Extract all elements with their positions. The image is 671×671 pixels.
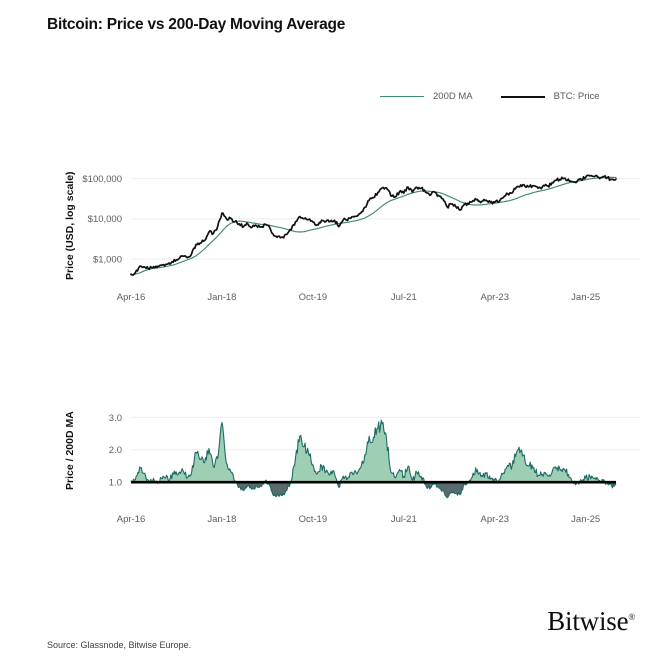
price-x-tick-label: Apr-23 bbox=[480, 292, 509, 303]
legend-label-200d-ma: 200D MA bbox=[433, 91, 473, 102]
price-panel-svg: $1,000 $10,000 $100,000 Apr-16 Jan-18 Oct-19 J… bbox=[82, 174, 640, 303]
brand-name: Bitwise bbox=[547, 606, 629, 636]
legend-label-btc-price: BTC: Price bbox=[553, 91, 600, 102]
price-x-tick-label: Jul-21 bbox=[391, 292, 417, 303]
legend-line-icon-btc-price bbox=[500, 95, 545, 98]
ratio-panel-svg: 1.0 2.0 3.0 Apr-16 Jan-18 Oct-19 Jul-21 Apr-23 J… bbox=[109, 413, 640, 525]
ratio-y-tick-label: 2.0 bbox=[109, 445, 122, 456]
series-line-btc-price bbox=[130, 174, 617, 276]
ratio-x-tick-label: Oct-19 bbox=[299, 514, 328, 525]
series-line-ratio bbox=[130, 419, 617, 499]
ratio-y-tick-label: 3.0 bbox=[109, 413, 122, 424]
price-x-tick-label: Jan-25 bbox=[571, 292, 600, 303]
area-fill-below-baseline bbox=[131, 482, 616, 498]
ratio-panel: 1.0 2.0 3.0 Apr-16 Jan-18 Oct-19 Jul-21 Apr-23 J… bbox=[0, 375, 671, 525]
registered-mark: ® bbox=[628, 612, 635, 622]
ratio-x-tick-label: Apr-23 bbox=[480, 514, 509, 525]
price-x-tick-label: Jan-18 bbox=[207, 292, 236, 303]
bitwise-logo: Bitwise® bbox=[547, 606, 635, 637]
page-title: Bitcoin: Price vs 200-Day Moving Average bbox=[47, 16, 346, 33]
price-x-tick-label: Apr-16 bbox=[117, 292, 146, 303]
ratio-x-tick-label: Jul-21 bbox=[391, 514, 417, 525]
legend-item-btc-price[interactable]: BTC: Price bbox=[500, 91, 600, 102]
price-panel: $1,000 $10,000 $100,000 Apr-16 Jan-18 Oct-19 J… bbox=[0, 140, 671, 315]
ratio-x-tick-label: Jan-18 bbox=[207, 514, 236, 525]
area-fill-above-baseline bbox=[131, 420, 616, 483]
chart-legend: 200D MA BTC: Price bbox=[380, 91, 600, 102]
series-line-200d-ma bbox=[130, 176, 617, 276]
price-x-tick-label: Oct-19 bbox=[299, 292, 328, 303]
price-y-tick-label: $1,000 bbox=[93, 254, 122, 265]
ratio-x-tick-label: Jan-25 bbox=[571, 514, 600, 525]
price-y-tick-label: $10,000 bbox=[88, 214, 122, 225]
price-y-tick-label: $100,000 bbox=[82, 174, 122, 185]
legend-line-icon-200d-ma bbox=[380, 96, 424, 97]
ratio-y-tick-label: 1.0 bbox=[109, 478, 122, 489]
legend-item-200d-ma[interactable]: 200D MA bbox=[380, 91, 473, 102]
source-note: Source: Glassnode, Bitwise Europe. bbox=[47, 640, 192, 650]
ratio-x-tick-label: Apr-16 bbox=[117, 514, 146, 525]
